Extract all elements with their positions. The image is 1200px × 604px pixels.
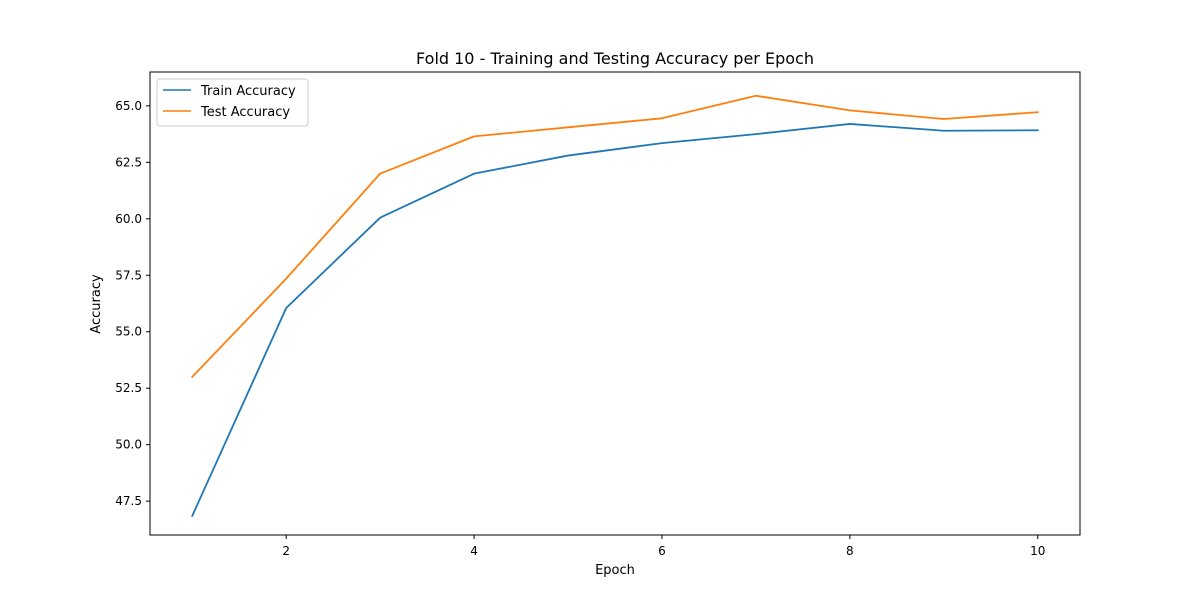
series-line-test xyxy=(190,94,1039,379)
x-tick-label: 10 xyxy=(1030,544,1045,558)
legend-label-test: Test Accuracy xyxy=(200,105,290,120)
y-tick-label: 65.0 xyxy=(115,99,142,113)
y-tick-label: 55.0 xyxy=(115,325,142,339)
y-tick-label: 50.0 xyxy=(115,438,142,452)
x-tick-label: 2 xyxy=(282,544,290,558)
series-layer xyxy=(190,94,1039,517)
x-axis-ticks: 2 4 6 8 10 xyxy=(282,535,1045,558)
x-axis-label: Epoch xyxy=(595,563,635,578)
plot-area-frame xyxy=(149,71,1081,536)
y-tick-label: 57.5 xyxy=(115,268,142,282)
legend-box xyxy=(156,78,309,127)
y-tick-label: 60.0 xyxy=(115,212,142,226)
y-tick-label: 52.5 xyxy=(115,381,142,395)
chart-title: Fold 10 - Training and Testing Accuracy … xyxy=(416,49,814,68)
legend: Train Accuracy Test Accuracy xyxy=(156,78,309,127)
y-axis-ticks: 47.5 50.0 52.5 55.0 57.5 60.0 62.5 65.0 xyxy=(115,99,150,508)
x-tick-label: 8 xyxy=(846,544,854,558)
y-tick-label: 62.5 xyxy=(115,155,142,169)
y-axis-label: Accuracy xyxy=(89,274,104,334)
legend-label-train: Train Accuracy xyxy=(200,84,296,99)
y-tick-label: 47.5 xyxy=(115,494,142,508)
series-line-train xyxy=(191,123,1039,517)
x-tick-label: 6 xyxy=(658,544,666,558)
x-tick-label: 4 xyxy=(470,544,478,558)
